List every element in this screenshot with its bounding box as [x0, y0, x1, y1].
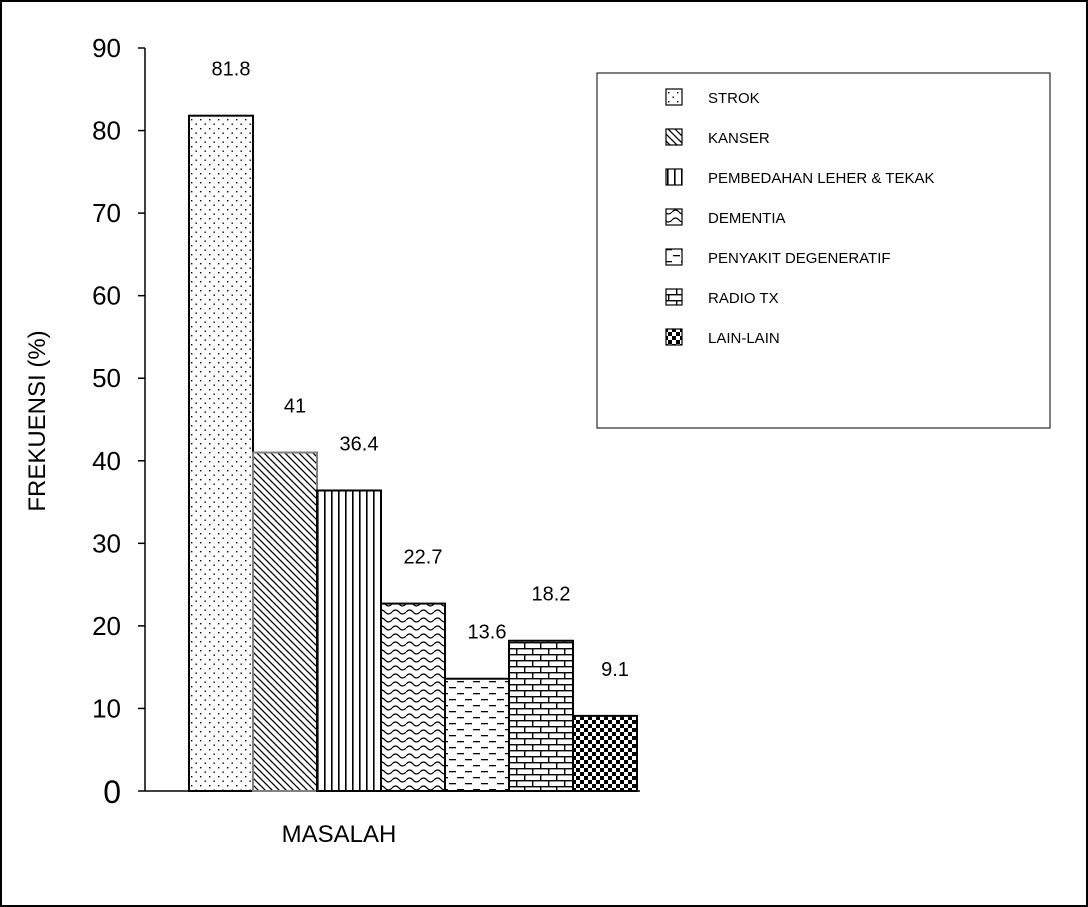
- legend-label-lain-lain: LAIN-LAIN: [708, 330, 780, 347]
- legend-label-penyakit-degeneratif: PENYAKIT DEGENERATIF: [708, 250, 891, 267]
- data-label-strok: 81.8: [212, 59, 251, 81]
- bar-radio-tx: [508, 639, 574, 793]
- x-axis-title: MASALAH: [282, 821, 397, 848]
- y-tick-label-80: 80: [92, 116, 121, 146]
- data-label-radio-tx: 18.2: [532, 584, 571, 606]
- legend-swatch-lain-lain: [665, 328, 683, 346]
- data-label-penyakit-degeneratif: 13.6: [468, 622, 507, 644]
- data-labels-group: 81.8 41 36.4 22.7 13.6 18.2 9.1: [212, 59, 629, 681]
- legend-label-pembedahan-leher-tekak: PEMBEDAHAN LEHER & TEKAK: [708, 170, 934, 187]
- legend-swatch-dementia: [665, 208, 683, 226]
- data-label-dementia: 22.7: [404, 547, 443, 569]
- legend-label-dementia: DEMENTIA: [708, 210, 786, 227]
- y-tick-label-0: 0: [103, 774, 121, 810]
- y-tick-label-50: 50: [92, 363, 121, 393]
- bar-dementia: [380, 602, 446, 792]
- bar-penyakit-degeneratif: [444, 677, 510, 792]
- y-tick-label-60: 60: [92, 281, 121, 311]
- legend-label-radio-tx: RADIO TX: [708, 290, 779, 307]
- y-tick-label-30: 30: [92, 528, 121, 558]
- legend-swatch-kanser: [665, 128, 683, 146]
- y-tick-label-40: 40: [92, 446, 121, 476]
- y-tick-label-20: 20: [92, 611, 121, 641]
- legend-swatch-radio-tx: [665, 288, 683, 306]
- bar-pembedahan-leher-tekak: [316, 489, 382, 792]
- legend-swatch-pembedahan-leher-tekak: [665, 168, 683, 186]
- legend-label-kanser: KANSER: [708, 130, 770, 147]
- bars-group: [188, 114, 638, 793]
- bar-kanser: [252, 451, 318, 792]
- legend-swatch-penyakit-degeneratif: [665, 248, 683, 266]
- legend-label-strok: STROK: [708, 90, 760, 107]
- y-axis-ticks: 0 10 20 30 40 50 60 70 80 90: [92, 33, 145, 810]
- y-tick-label-70: 70: [92, 198, 121, 228]
- y-axis-title: FREKUENSI (%): [24, 330, 51, 511]
- data-label-lain-lain: 9.1: [601, 659, 629, 681]
- data-label-pembedahan-leher-tekak: 36.4: [340, 433, 379, 455]
- legend: STROK KANSER PEMBEDAHAN LEHER & TEKAK DEMEN…: [596, 72, 1051, 429]
- y-tick-label-90: 90: [92, 33, 121, 63]
- data-label-kanser: 41: [284, 396, 306, 418]
- bar-strok: [188, 114, 254, 792]
- legend-swatch-strok: [665, 88, 683, 106]
- bar-lain-lain: [572, 714, 638, 793]
- y-tick-label-10: 10: [92, 693, 121, 723]
